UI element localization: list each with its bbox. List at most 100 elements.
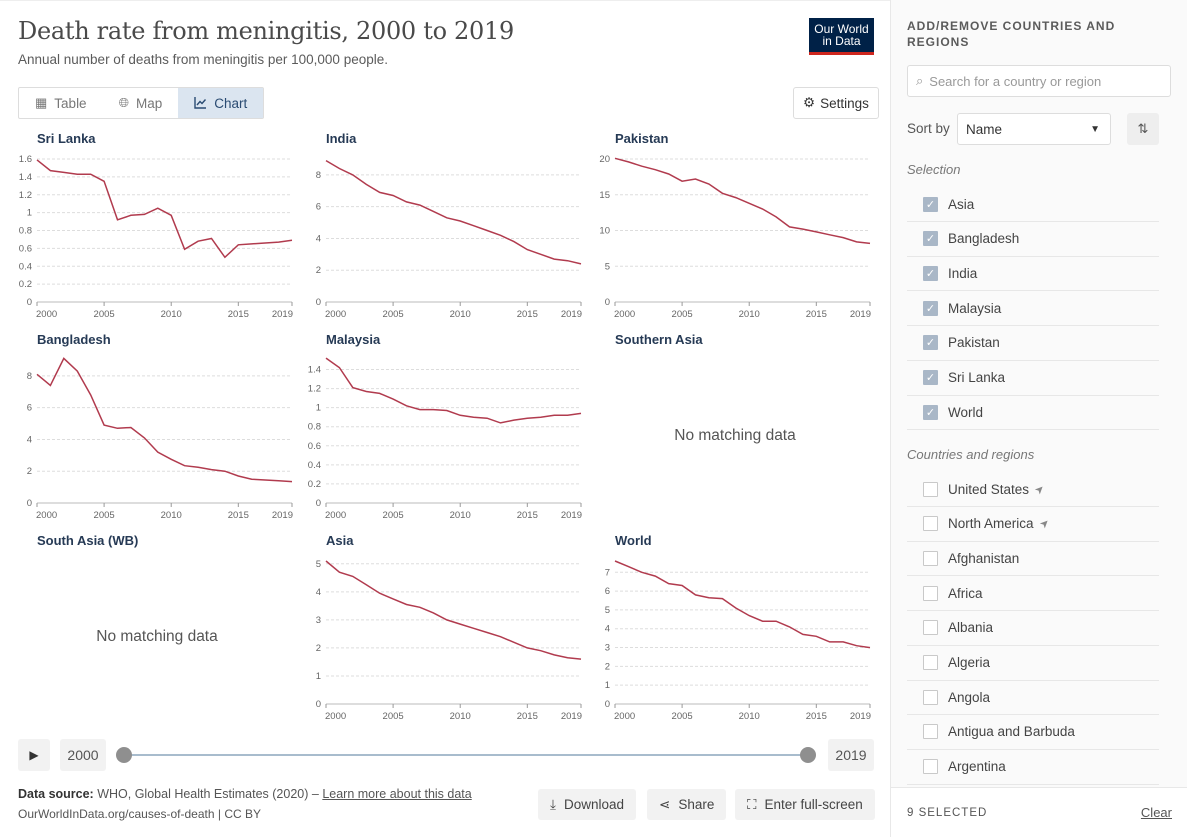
data-point[interactable] [471,223,476,228]
data-point[interactable] [350,574,355,579]
data-point[interactable] [747,201,752,206]
data-point[interactable] [579,411,584,416]
play-button[interactable]: ▶ [18,739,50,771]
checkbox[interactable] [923,585,938,601]
data-point[interactable] [666,172,671,177]
data-point[interactable] [155,450,160,455]
series-line[interactable] [614,157,871,245]
data-point[interactable] [787,624,792,629]
entity-item[interactable]: ✓ World [907,395,1159,431]
data-point[interactable] [48,168,53,173]
data-point[interactable] [290,238,295,243]
settings-button[interactable]: ⚙ Settings [793,87,879,119]
fullscreen-button[interactable]: ⛶ Enter full-screen [735,789,875,820]
series-line[interactable] [36,357,293,483]
data-point[interactable] [35,372,40,377]
data-point[interactable] [565,413,570,418]
clear-button[interactable]: Clear [1140,805,1172,820]
data-point[interactable] [511,640,516,645]
data-point[interactable] [290,479,295,484]
data-point[interactable] [458,622,463,627]
data-point[interactable] [653,167,658,172]
checkbox[interactable] [923,620,938,636]
data-point[interactable] [75,369,80,374]
data-point[interactable] [364,582,369,587]
data-point[interactable] [249,477,254,482]
data-point[interactable] [579,657,584,662]
data-point[interactable] [613,156,618,161]
timeline-track[interactable] [124,754,808,756]
checkbox[interactable]: ✓ [923,265,938,281]
tab-chart[interactable]: Chart [178,88,264,118]
checkbox[interactable]: ✓ [923,300,938,316]
entity-item[interactable]: Antigua and Barbuda [907,715,1159,750]
data-point[interactable] [525,416,530,421]
data-point[interactable] [868,645,873,650]
checkbox[interactable] [923,481,938,497]
data-point[interactable] [417,407,422,412]
data-point[interactable] [417,203,422,208]
data-point[interactable] [760,619,765,624]
data-point[interactable] [552,413,557,418]
data-point[interactable] [337,166,342,171]
data-point[interactable] [693,592,698,597]
checkbox[interactable]: ✓ [923,335,938,351]
entity-item[interactable]: Angola [907,680,1159,716]
data-point[interactable] [639,570,644,575]
checkbox[interactable] [923,689,938,705]
data-point[interactable] [324,559,329,564]
data-point[interactable] [75,172,80,177]
data-point[interactable] [431,209,436,214]
data-point[interactable] [263,477,268,482]
data-point[interactable] [48,383,53,388]
data-point[interactable] [324,356,329,361]
data-point[interactable] [444,617,449,622]
data-point[interactable] [693,177,698,182]
data-point[interactable] [142,435,147,440]
data-point[interactable] [377,391,382,396]
timeline-end-handle[interactable] [800,747,816,763]
data-point[interactable] [263,241,268,246]
data-point[interactable] [431,407,436,412]
data-point[interactable] [800,632,805,637]
data-point[interactable] [733,606,738,611]
data-point[interactable] [814,634,819,639]
data-point[interactable] [626,564,631,569]
data-point[interactable] [377,591,382,596]
data-point[interactable] [720,596,725,601]
data-point[interactable] [128,213,133,218]
search-input[interactable]: ⌕ Search for a country or region [907,65,1171,97]
data-point[interactable] [431,610,436,615]
data-point[interactable] [276,240,281,245]
data-point[interactable] [155,206,160,211]
data-point[interactable] [868,241,873,246]
data-point[interactable] [364,182,369,187]
data-point[interactable] [639,164,644,169]
series-line[interactable] [325,357,582,424]
data-point[interactable] [88,172,93,177]
data-point[interactable] [444,408,449,413]
timeline-start-year[interactable]: 2000 [60,739,106,771]
tab-table[interactable]: ▦ Table [19,88,103,118]
data-point[interactable] [747,613,752,618]
entity-item[interactable]: ✓ Pakistan [907,326,1159,361]
data-point[interactable] [841,235,846,240]
data-point[interactable] [404,403,409,408]
entity-item[interactable]: ✓ India [907,256,1159,292]
data-point[interactable] [471,626,476,631]
checkbox[interactable]: ✓ [923,196,938,212]
data-point[interactable] [706,595,711,600]
share-button[interactable]: ⋖ Share [647,789,727,820]
data-point[interactable] [774,619,779,624]
entity-item[interactable]: ✓ Malaysia [907,291,1159,327]
data-point[interactable] [404,602,409,607]
data-point[interactable] [196,465,201,470]
entity-item[interactable]: Africa [907,576,1159,612]
download-button[interactable]: ⤓ Download [538,789,637,820]
source-url[interactable]: OurWorldInData.org/causes-of-death | CC … [18,807,261,821]
checkbox[interactable] [923,759,938,775]
series-line[interactable] [36,159,293,259]
data-point[interactable] [800,227,805,232]
data-point[interactable] [61,170,66,175]
data-point[interactable] [680,583,685,588]
